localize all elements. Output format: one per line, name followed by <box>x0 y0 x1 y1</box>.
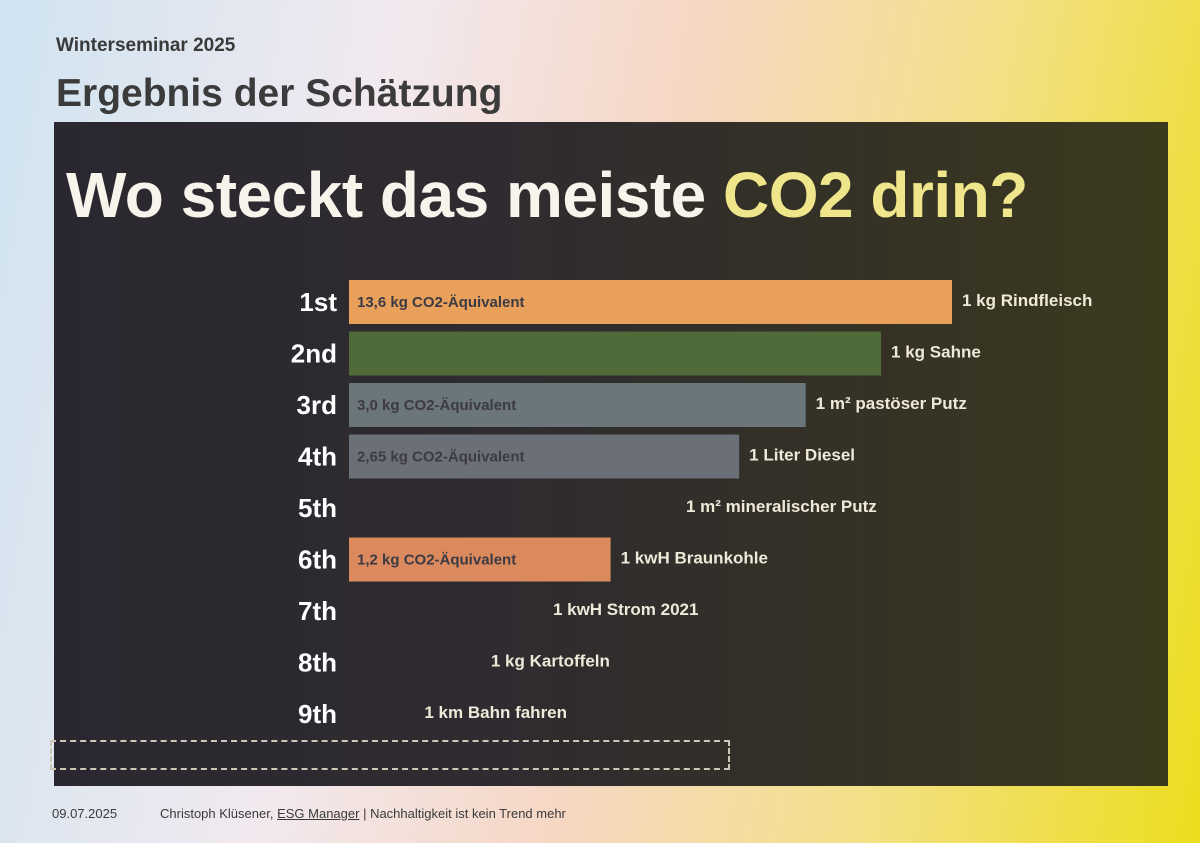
rank-label: 5th <box>298 493 337 523</box>
item-label: 1 kg Kartoffeln <box>491 652 610 671</box>
item-label: 1 kwH Braunkohle <box>621 549 768 568</box>
value-label: 2,65 kg CO2-Äquivalent <box>357 449 525 466</box>
item-label: 1 km Bahn fahren <box>424 703 567 722</box>
item-label: 1 kg Rindfleisch <box>962 291 1092 310</box>
bar <box>349 383 806 427</box>
author-role: ESG Manager <box>277 806 360 821</box>
event-label: Winterseminar 2025 <box>56 35 236 56</box>
rank-label: 6th <box>298 545 337 575</box>
headline-accent: CO2 drin? <box>723 159 1028 231</box>
footer-tagline: | Nachhaltigkeit ist kein Trend mehr <box>363 806 566 821</box>
rank-label: 1st <box>299 287 337 317</box>
bar <box>349 434 740 479</box>
rank-label: 9th <box>298 699 337 729</box>
rank-label: 3rd <box>297 390 337 420</box>
co2-bar-chart: 1st 13,6 kg CO2-Äquivalent 1 kg Rindfleisc… <box>291 280 1092 729</box>
rank-label: 8th <box>298 648 337 678</box>
author-name: Christoph Klüsener, <box>160 806 274 821</box>
page-title: Ergebnis der Schätzung <box>56 72 503 115</box>
bar <box>349 537 611 582</box>
item-label: 1 Liter Diesel <box>749 446 855 465</box>
item-label: 1 kwH Strom 2021 <box>553 600 699 619</box>
footer-author: Christoph Klüsener, ESG Manager | Nachha… <box>160 806 566 821</box>
chart-headline: Wo steckt das meiste CO2 drin? <box>66 158 1028 232</box>
rank-label: 2nd <box>291 339 337 369</box>
item-label: 1 kg Sahne <box>891 343 981 362</box>
rank-label: 7th <box>298 596 337 626</box>
footer-date: 09.07.2025 <box>52 806 118 821</box>
headline-text: Wo steckt das meiste <box>66 159 724 231</box>
value-label: 3,0 kg CO2-Äquivalent <box>357 397 516 414</box>
bar <box>349 331 882 376</box>
item-label: 1 m² mineralischer Putz <box>686 497 877 516</box>
item-label: 1 m² pastöser Putz <box>816 394 967 413</box>
selection-frame <box>50 740 730 770</box>
value-label: 13,6 kg CO2-Äquivalent <box>357 294 525 311</box>
rank-label: 4th <box>298 442 337 472</box>
bar <box>349 280 952 324</box>
value-label: 1,2 kg CO2-Äquivalent <box>357 552 516 569</box>
slide-panel: Wo steckt das meiste CO2 drin? 1st 13,6 k… <box>54 122 1168 786</box>
